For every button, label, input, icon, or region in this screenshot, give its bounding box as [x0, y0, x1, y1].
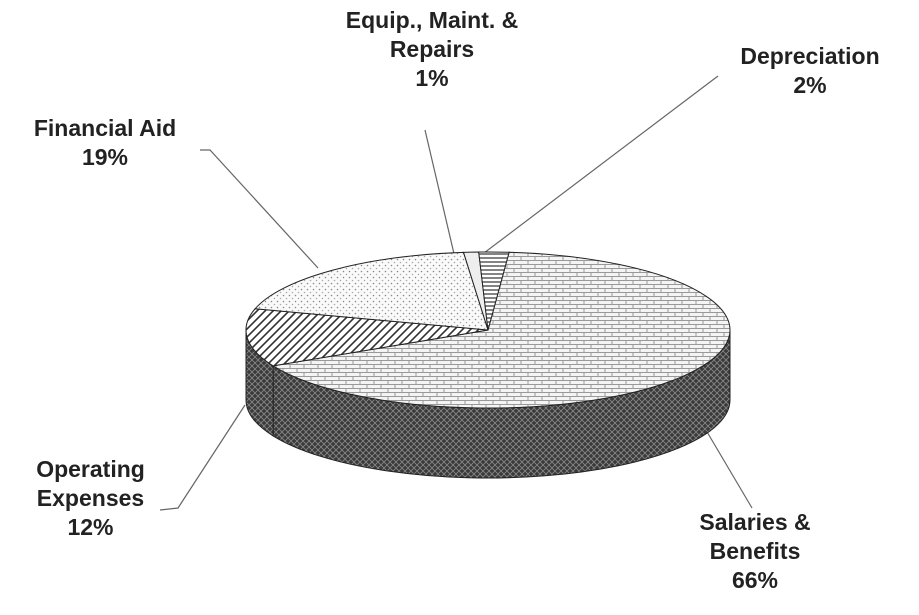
- leader-line: [159, 404, 246, 511]
- category-label: Financial Aid: [33, 115, 177, 141]
- pie-slice: [254, 251, 489, 331]
- slice-label: Equip., Maint. & Repairs 1%: [332, 6, 532, 93]
- value-label: 12%: [67, 514, 114, 540]
- value-label: 19%: [81, 144, 129, 170]
- leader-lines: [159, 75, 753, 511]
- leader-line: [200, 149, 319, 269]
- category-label: Depreciation: [740, 43, 880, 69]
- value-label: 66%: [731, 567, 779, 593]
- value-label: 1%: [415, 65, 449, 91]
- slice-label: Depreciation 2%: [715, 42, 905, 100]
- slice-label: Salaries & Benefits 66%: [675, 508, 835, 595]
- category-label: Salaries & Benefits: [699, 509, 811, 564]
- pie-slice: [271, 251, 731, 409]
- category-label: Operating Expenses: [36, 456, 145, 511]
- pie-slice: [245, 308, 489, 367]
- slice-label: Operating Expenses 12%: [8, 455, 173, 542]
- leader-line: [699, 419, 753, 509]
- slice-label: Financial Aid 19%: [10, 114, 200, 172]
- pie-tops: [245, 251, 731, 409]
- leader-line: [479, 75, 719, 257]
- category-label: Equip., Maint. & Repairs: [345, 7, 519, 62]
- value-label: 2%: [793, 72, 827, 98]
- leader-line: [424, 129, 456, 259]
- pie-slice: [478, 251, 510, 331]
